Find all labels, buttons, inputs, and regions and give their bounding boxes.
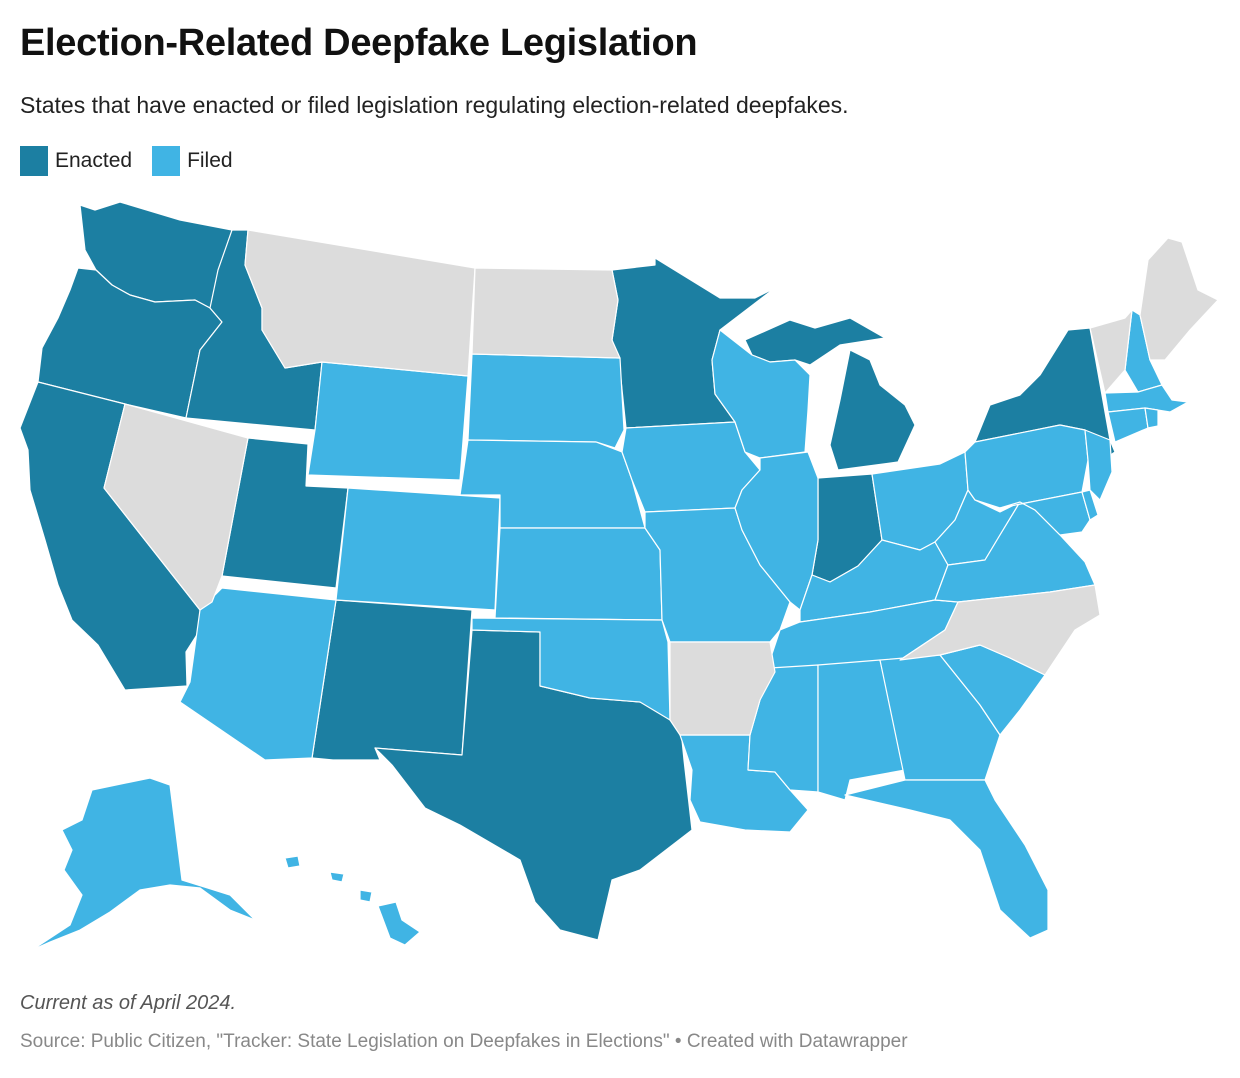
legend-label-enacted: Enacted — [55, 149, 133, 172]
state-wyoming[interactable] — [307, 361, 469, 481]
legend-item-enacted: Enacted — [20, 146, 132, 176]
legend-label-filed: Filed — [187, 149, 233, 172]
state-colorado[interactable] — [335, 487, 501, 611]
state-rhode-island[interactable] — [1144, 407, 1159, 429]
us-map — [19, 201, 1219, 951]
chart-note: Current as of April 2024. — [20, 992, 237, 1014]
legend-swatch-filed — [152, 146, 181, 176]
state-north-dakota[interactable] — [471, 267, 621, 359]
state-alaska[interactable] — [31, 777, 256, 951]
state-arizona[interactable] — [179, 587, 337, 761]
state-north-carolina[interactable] — [899, 584, 1101, 676]
state-vermont[interactable] — [1089, 309, 1133, 394]
legend: Enacted Filed — [20, 146, 253, 176]
state-pennsylvania[interactable] — [964, 424, 1089, 509]
state-south-dakota[interactable] — [467, 353, 625, 449]
state-florida[interactable] — [844, 779, 1049, 939]
state-montana[interactable] — [244, 229, 476, 377]
state-maine[interactable] — [1139, 237, 1219, 361]
state-hawaii[interactable] — [284, 855, 421, 946]
state-new-mexico[interactable] — [311, 599, 473, 761]
state-kansas[interactable] — [494, 527, 663, 621]
state-illinois[interactable] — [734, 451, 819, 611]
chart-subtitle: States that have enacted or filed legisl… — [20, 92, 849, 118]
state-delaware[interactable] — [1081, 489, 1099, 521]
state-oklahoma[interactable] — [471, 617, 671, 721]
state-nevada[interactable] — [103, 403, 249, 611]
legend-item-filed: Filed — [152, 146, 233, 176]
legend-swatch-enacted — [20, 146, 48, 176]
source-credit[interactable]: Source: Public Citizen, "Tracker: State … — [20, 1031, 908, 1052]
chart-title: Election-Related Deepfake Legislation — [20, 22, 698, 64]
state-connecticut[interactable] — [1107, 407, 1149, 443]
state-new-jersey[interactable] — [1084, 429, 1113, 501]
state-arkansas[interactable] — [669, 641, 776, 736]
